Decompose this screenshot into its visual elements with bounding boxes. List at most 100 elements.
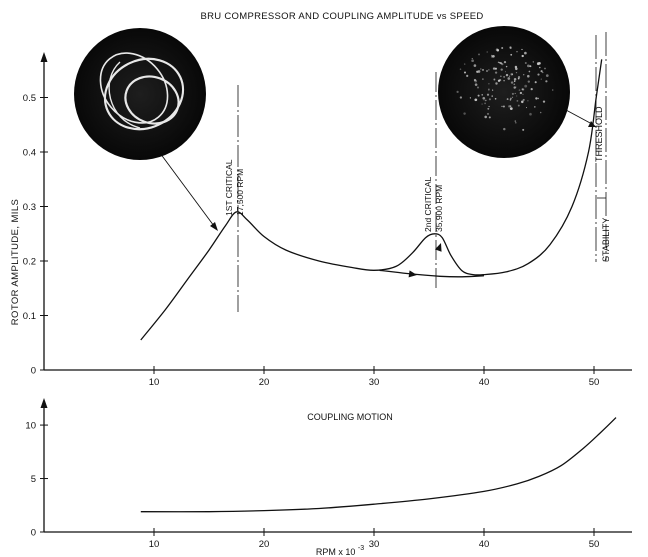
orbit-speckle-dot	[507, 77, 511, 80]
rotor-amplitude-line	[140, 59, 603, 341]
orbit-1-leader	[159, 152, 215, 227]
orbit-speckle-dot	[488, 89, 490, 91]
orbit-speckle-dot	[537, 97, 539, 100]
orbit-speckle-dot	[514, 65, 518, 69]
orbit-2-leader	[565, 109, 593, 125]
rotor-y-axis-arrow	[40, 52, 48, 62]
orbit-speckle-dot	[473, 78, 477, 82]
rotor-amplitude-decel-line	[379, 269, 485, 278]
coupling-y-axis-arrow	[40, 398, 48, 408]
orbit-speckle-dot	[482, 96, 486, 100]
orbit-speckle-dot	[471, 59, 474, 63]
first-critical-line2: 17,500 RPM	[235, 169, 245, 216]
orbit-speckle-dot	[503, 60, 507, 64]
orbit-speckle-dot	[459, 96, 463, 99]
orbit-speckle-dot	[497, 61, 500, 64]
orbit-speckle-dot	[471, 58, 473, 60]
y-tick-label: 0	[31, 528, 36, 539]
coupling-motion-series	[140, 417, 617, 513]
orbit-speckle-dot	[509, 105, 512, 108]
orbit-speckle-dot	[511, 92, 514, 95]
stability-label: STABILITY	[601, 218, 611, 262]
orbit-speckle-dot	[459, 68, 462, 70]
x-tick-label: 10	[149, 377, 160, 388]
y-tick-label: 10	[25, 421, 36, 432]
orbit-speckle-dot	[522, 93, 524, 96]
orbit-speckle-dot	[474, 83, 478, 86]
orbit-speckle-dot	[539, 111, 542, 114]
orbit-speckle-dot	[477, 94, 480, 97]
orbit-speckle-dot	[466, 74, 469, 77]
orbit-speckle-dot	[494, 67, 497, 70]
orbit-speckle-dot	[490, 55, 494, 58]
orbit-2-leader-arrowhead	[588, 121, 596, 127]
orbit-photo-2-disc	[438, 26, 570, 158]
orbit-speckle-dot	[484, 102, 486, 105]
y-tick-label: 0.2	[23, 257, 36, 268]
orbit-speckle-dot	[509, 99, 512, 101]
orbit-speckle-dot	[506, 98, 509, 101]
orbit-speckle-dot	[515, 86, 517, 88]
orbit-speckle-dot	[495, 49, 497, 51]
orbit-speckle-dot	[533, 106, 536, 108]
coupling-plot-ticks: 10 20 30 40 50 0 5 10	[25, 421, 599, 550]
orbit-speckle-dot	[517, 75, 521, 79]
orbit-speckle-dot	[492, 89, 494, 91]
orbit-speckle-dot	[469, 97, 472, 99]
orbit-speckle-dot	[509, 107, 513, 110]
orbit-speckle-dot	[536, 62, 540, 66]
orbit-speckle-dot	[516, 95, 518, 97]
orbit-speckle-dot	[529, 112, 532, 116]
first-critical-label: 1ST CRITICAL 17,500 RPM	[224, 157, 245, 216]
orbit-speckle-dot	[509, 46, 512, 49]
orbit-speckle-dot	[542, 100, 546, 103]
direction-arrowhead	[434, 243, 442, 252]
orbit-speckle-dot	[524, 51, 527, 55]
orbit-speckle-dot	[521, 88, 524, 91]
x-tick-label: 40	[479, 539, 490, 550]
orbit-speckle-dot	[486, 112, 490, 115]
orbit-speckle-dot	[488, 116, 491, 119]
orbit-speckle-dot	[478, 53, 480, 56]
orbit-trace-2	[456, 46, 554, 131]
orbit-speckle-dot	[545, 74, 549, 77]
orbit-speckle-dot	[482, 78, 484, 80]
orbit-photo-1-disc	[74, 28, 206, 160]
orbit-speckle-dot	[527, 74, 530, 78]
orbit-speckle-dot	[513, 77, 517, 81]
orbit-speckle-dot	[539, 66, 541, 69]
orbit-speckle-dot	[484, 115, 487, 119]
y-tick-label: 0.5	[23, 93, 36, 104]
x-tick-label: 50	[589, 377, 600, 388]
direction-arrowhead	[408, 270, 417, 278]
orbit-speckle-dot	[534, 81, 537, 84]
orbit-speckle-dot	[500, 75, 502, 77]
orbit-trace-1	[99, 52, 185, 131]
orbit-speckle-dot	[503, 76, 505, 78]
orbit-speckle-dot	[527, 64, 530, 68]
x-axis-label: RPM x 10 -3	[316, 545, 364, 557]
threshold-label: THRESHOLD	[594, 106, 604, 162]
orbit-speckle-dot	[497, 79, 501, 82]
orbit-speckle-dot	[510, 81, 514, 84]
orbit-speckle-dot	[456, 90, 459, 94]
orbit-speckle-dot	[483, 99, 485, 101]
orbit-speckle-dot	[474, 98, 478, 102]
coupling-title: COUPLING MOTION	[307, 412, 393, 422]
orbit-speckle-dot	[473, 64, 477, 67]
orbit-speckle-dot	[479, 68, 482, 70]
orbit-speckle-dot	[495, 82, 498, 85]
orbit-speckle-dot	[527, 100, 529, 102]
orbit-speckle-dot	[529, 65, 532, 68]
orbit-photo-threshold	[438, 26, 570, 158]
orbit-speckle-dot	[494, 97, 497, 100]
orbit-speckle-dot	[540, 70, 543, 73]
x-axis-label-exponent: -3	[358, 545, 364, 552]
orbit-speckle-dot	[521, 100, 524, 104]
orbit-speckle-dot	[513, 86, 516, 89]
orbit-speckle-dot	[491, 95, 493, 97]
first-critical-line1: 1ST CRITICAL	[224, 159, 234, 216]
x-tick-label: 40	[479, 377, 490, 388]
orbit-speckle-dot	[500, 68, 503, 71]
